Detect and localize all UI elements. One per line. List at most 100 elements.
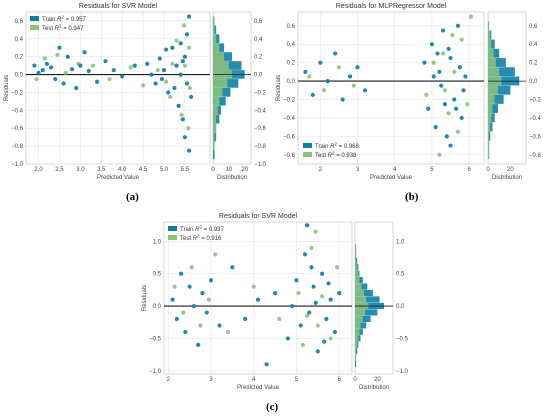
test-point (179, 112, 184, 117)
y-tick-label: −1.0 (149, 369, 162, 375)
test-point (334, 265, 340, 270)
train-point (243, 316, 248, 322)
train-point (94, 79, 100, 84)
y-tick-label: −0.8 (11, 144, 24, 150)
histogram-test-bar (488, 21, 490, 31)
train-point (40, 68, 45, 73)
test-point (181, 23, 187, 28)
test-point (213, 252, 218, 257)
histogram-test-bar (213, 61, 229, 70)
train-point (307, 310, 312, 315)
test-point (442, 88, 448, 93)
test-point (34, 76, 39, 82)
train-point (230, 265, 235, 270)
x-tick-label: 3 (356, 167, 360, 173)
y-tick-label: 0.2 (287, 61, 296, 67)
x-tick-label: 2.5 (55, 167, 64, 173)
test-point (182, 63, 188, 68)
y-tick-label: −0.4 (283, 116, 296, 122)
train-point (36, 70, 41, 75)
train-point (186, 148, 192, 153)
train-point (159, 76, 165, 82)
train-point (184, 32, 190, 37)
histogram-train-bar (355, 361, 357, 368)
test-point (459, 37, 464, 42)
y-tick-label: 1.0 (153, 239, 162, 245)
histogram-test-bar (213, 43, 220, 52)
train-point (446, 46, 451, 51)
train-point (191, 303, 197, 309)
y-axis-label: Residuals (142, 285, 148, 311)
hist-x-axis-label: Distribution (359, 385, 389, 391)
hist-y-tick-label: −0.6 (254, 126, 267, 132)
train-point (196, 342, 201, 347)
train-point (178, 72, 183, 77)
train-point (44, 61, 50, 66)
histogram-train-bar (355, 309, 378, 316)
train-point (172, 85, 177, 91)
hist-y-tick-label: −1.0 (254, 162, 267, 168)
histogram-test-bar (355, 244, 357, 251)
histogram-test-bar (355, 264, 358, 271)
hist-y-tick-label: −0.8 (254, 144, 267, 150)
train-point (57, 45, 62, 50)
test-point (450, 32, 455, 38)
histogram-test-bar (213, 132, 215, 142)
histogram-test-bar (355, 341, 358, 348)
test-point (186, 45, 192, 50)
legend-train-swatch (30, 16, 39, 21)
caption-a: (a) (126, 191, 139, 203)
hist-x-tick-label: 20 (374, 377, 381, 383)
hist-y-tick-label: 0.4 (254, 37, 263, 43)
hist-y-tick-label: 0.6 (254, 19, 263, 25)
legend-test-label: Test R2 = 0.916 (180, 234, 222, 243)
train-point (298, 323, 303, 328)
histogram-train-bar (213, 96, 226, 106)
test-point (90, 63, 96, 68)
x-tick-label: 6 (338, 377, 342, 383)
train-point (189, 94, 194, 100)
histogram-test-bar (488, 67, 500, 77)
y-axis-label: Residuals (4, 75, 10, 101)
test-point (465, 102, 470, 107)
legend-train-label: Train R2 = 0.957 (42, 15, 87, 24)
train-point (311, 284, 316, 289)
test-point (455, 129, 461, 134)
train-point (32, 63, 37, 68)
histogram-test-bar (488, 94, 495, 104)
hist-x-axis-label: Distribution (492, 175, 522, 181)
hist-x-tick-label: 10 (225, 167, 232, 173)
test-point (189, 265, 194, 270)
test-point (315, 323, 320, 328)
histogram-test-bar (355, 315, 363, 322)
histogram-train-bar (355, 322, 367, 329)
test-point (309, 245, 314, 250)
histogram-test-bar (213, 114, 217, 124)
histogram-test-bar (488, 85, 499, 95)
x-tick-label: 3.0 (76, 167, 85, 173)
hist-y-tick-label: 0.0 (254, 73, 263, 79)
histogram-test-bar (355, 270, 359, 277)
test-point (168, 94, 173, 100)
train-point (340, 97, 345, 102)
legend-test-label: Test R2 = 0.947 (42, 24, 84, 33)
train-point (163, 47, 169, 52)
histogram-test-bar (355, 309, 366, 316)
histogram-test-bar (213, 34, 217, 43)
train-point (74, 85, 79, 91)
y-tick-label: −0.2 (11, 90, 24, 96)
plot-area (297, 11, 485, 165)
test-point (172, 284, 177, 289)
test-point (307, 74, 312, 79)
train-point (180, 117, 185, 122)
train-point (180, 59, 185, 64)
hist-y-tick-label: 0.2 (529, 61, 538, 67)
histogram-test-bar (355, 354, 357, 361)
legend-train-label: Train R2 = 0.968 (315, 142, 360, 151)
train-point (319, 271, 325, 276)
histogram-test-bar (355, 328, 360, 335)
test-point (63, 70, 68, 75)
histogram-test-bar (488, 150, 490, 160)
train-point (448, 55, 453, 61)
